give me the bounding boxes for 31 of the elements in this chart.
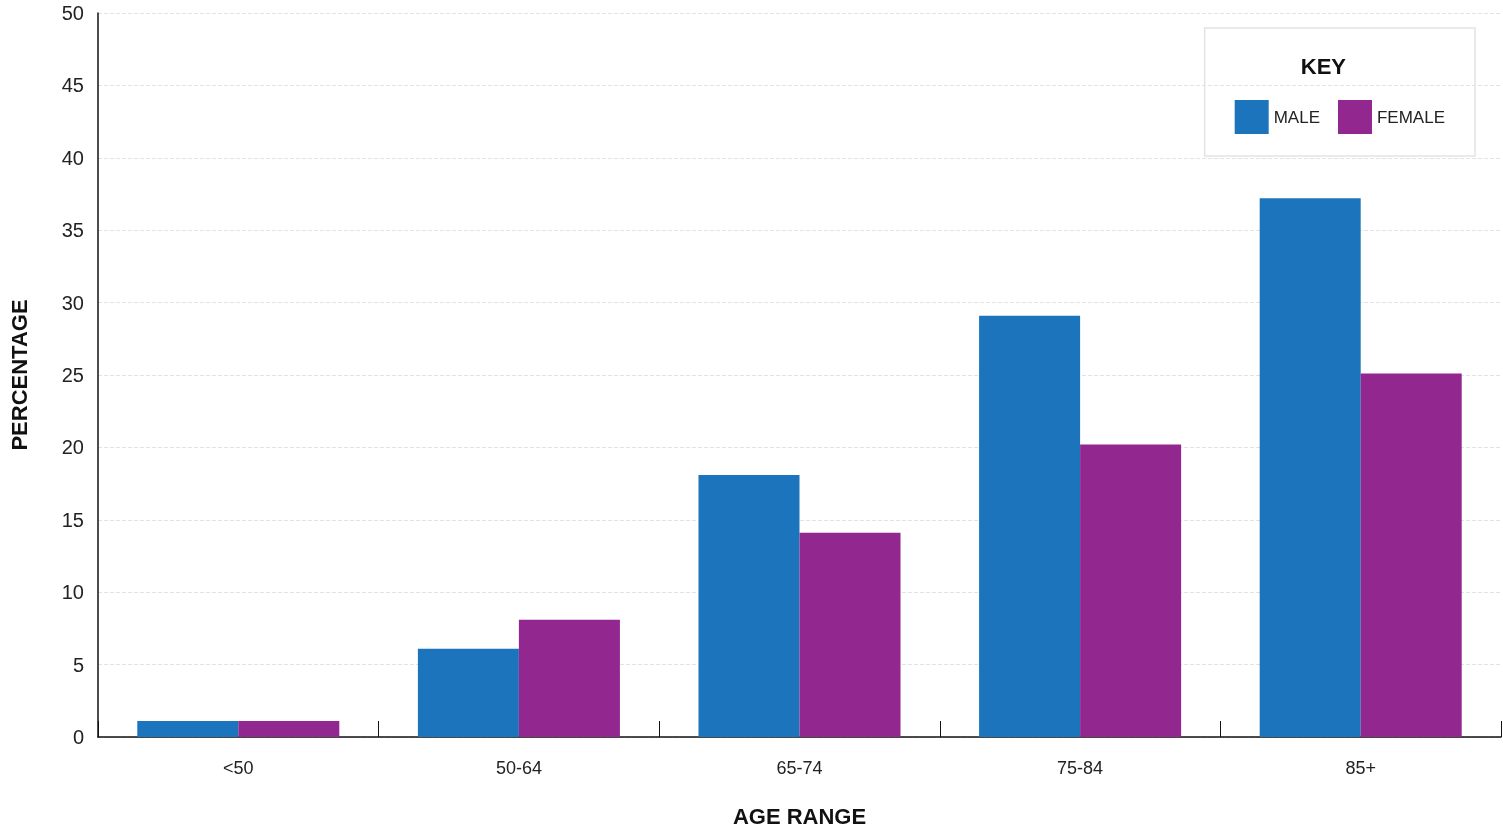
x-tick-label: 65-74 bbox=[776, 758, 823, 778]
legend-label: MALE bbox=[1273, 107, 1320, 127]
bar bbox=[1360, 373, 1462, 737]
bar bbox=[1259, 198, 1361, 737]
bar bbox=[799, 532, 901, 737]
y-tick-label: 0 bbox=[72, 726, 84, 748]
x-tick-label: 85+ bbox=[1345, 758, 1376, 778]
y-tick-label: 45 bbox=[61, 74, 84, 97]
bar bbox=[238, 721, 340, 737]
y-tick-label: 35 bbox=[61, 219, 84, 242]
y-tick-label: 10 bbox=[61, 581, 84, 604]
y-tick-label: 40 bbox=[61, 146, 84, 169]
y-axis-title: PERCENTAGE bbox=[6, 299, 32, 451]
bar bbox=[137, 721, 239, 737]
y-tick-label: 25 bbox=[61, 364, 84, 386]
bar bbox=[417, 648, 519, 737]
bar bbox=[979, 315, 1081, 737]
bar bbox=[698, 474, 800, 737]
legend-label: FEMALE bbox=[1376, 107, 1446, 127]
y-tick-label: 30 bbox=[61, 291, 84, 314]
y-tick-label: 5 bbox=[72, 653, 84, 676]
y-tick-label: 50 bbox=[61, 2, 84, 24]
legend-title: KEY bbox=[1300, 53, 1347, 79]
x-axis-title: AGE RANGE bbox=[732, 803, 867, 829]
x-tick-label: 75-84 bbox=[1057, 758, 1104, 778]
x-tick-label: 50-64 bbox=[495, 758, 542, 778]
bar bbox=[1080, 444, 1182, 737]
y-tick-label: 15 bbox=[61, 508, 84, 531]
x-tick-label: <50 bbox=[223, 758, 254, 778]
bar bbox=[518, 619, 620, 737]
y-tick-label: 20 bbox=[61, 436, 84, 459]
